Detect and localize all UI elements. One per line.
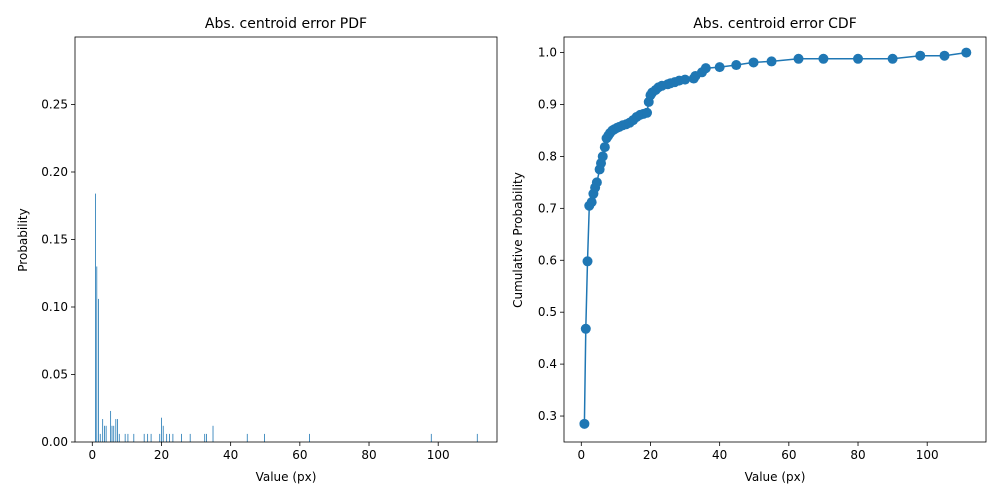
- pdf-bar: [95, 193, 96, 442]
- cdf-y-tick-label: 1.0: [538, 46, 557, 60]
- pdf-bar: [212, 425, 214, 442]
- cdf-y-label: Cumulative Probability: [511, 172, 525, 308]
- cdf-axes-frame: [563, 36, 987, 443]
- cdf-point: [579, 418, 590, 429]
- pdf-x-label: Value (px): [256, 470, 317, 484]
- pdf-bar: [147, 433, 149, 442]
- pdf-y-tick-label: 0.10: [41, 300, 68, 314]
- pdf-bar: [246, 433, 248, 442]
- pdf-bar: [113, 425, 115, 442]
- pdf-bar: [102, 419, 104, 442]
- pdf-y-tick-label: 0.15: [41, 233, 68, 247]
- pdf-bar: [99, 433, 101, 442]
- cdf-point: [597, 151, 608, 162]
- pdf-bar: [430, 433, 432, 442]
- pdf-bar: [204, 433, 206, 442]
- cdf-point: [680, 74, 691, 85]
- pdf-bar: [127, 433, 129, 442]
- pdf-panel: Abs. centroid error PDF 0 20 40 60 80 100 0.0…: [16, 16, 498, 484]
- cdf-point: [939, 50, 950, 61]
- pdf-bar: [172, 433, 174, 442]
- pdf-title: Abs. centroid error PDF: [205, 16, 367, 32]
- cdf-x-label: Value (px): [745, 470, 806, 484]
- cdf-point: [853, 53, 864, 64]
- pdf-bar: [104, 425, 105, 442]
- pdf-x-tick-label: 20: [154, 448, 169, 462]
- pdf-x-tick-label: 80: [361, 448, 376, 462]
- pdf-bar: [189, 433, 191, 442]
- pdf-bar: [161, 417, 162, 442]
- cdf-series: [579, 47, 972, 429]
- cdf-x-tick-label: 40: [712, 448, 727, 462]
- pdf-bar: [476, 433, 478, 442]
- cdf-point: [887, 53, 898, 64]
- pdf-y-ticks: 0.00 0.05 0.10 0.15 0.20 0.25: [41, 98, 75, 449]
- cdf-point: [586, 197, 597, 208]
- cdf-point: [731, 60, 742, 71]
- cdf-point: [642, 107, 653, 118]
- pdf-bar: [115, 419, 117, 442]
- pdf-bar: [166, 433, 168, 442]
- pdf-bar: [309, 433, 310, 442]
- cdf-x-tick-label: 100: [916, 448, 939, 462]
- pdf-bar: [169, 433, 170, 442]
- pdf-bar: [206, 433, 207, 442]
- cdf-y-tick-label: 0.8: [538, 149, 557, 163]
- pdf-bar: [98, 298, 99, 442]
- cdf-x-tick-label: 20: [643, 448, 658, 462]
- pdf-bar: [111, 425, 113, 442]
- cdf-panel: Abs. centroid error CDF 0 20 40 60 80 100 0.3…: [511, 16, 987, 484]
- cdf-y-tick-label: 0.4: [538, 357, 557, 371]
- cdf-point: [580, 323, 591, 334]
- cdf-point: [582, 256, 593, 267]
- pdf-x-ticks: 0 20 40 60 80 100: [88, 442, 450, 462]
- pdf-x-tick-label: 40: [223, 448, 238, 462]
- cdf-point: [915, 50, 926, 61]
- cdf-point: [818, 53, 829, 64]
- pdf-bar: [150, 433, 152, 442]
- pdf-bar: [133, 433, 135, 442]
- cdf-point: [961, 47, 972, 58]
- pdf-bar: [124, 433, 126, 442]
- pdf-bar: [105, 425, 107, 442]
- cdf-x-tick-label: 80: [850, 448, 865, 462]
- pdf-bar: [118, 433, 120, 442]
- cdf-y-tick-label: 0.6: [538, 253, 557, 267]
- pdf-bar: [181, 433, 182, 442]
- cdf-y-tick-label: 0.5: [538, 305, 557, 319]
- pdf-bar: [143, 433, 145, 442]
- pdf-bar: [117, 419, 118, 442]
- pdf-y-label: Probability: [16, 208, 30, 271]
- pdf-y-tick-label: 0.20: [41, 165, 68, 179]
- cdf-x-tick-label: 0: [577, 448, 585, 462]
- cdf-point: [700, 63, 711, 74]
- cdf-point: [599, 142, 610, 153]
- cdf-title: Abs. centroid error CDF: [693, 16, 857, 32]
- pdf-x-tick-label: 0: [88, 448, 96, 462]
- cdf-point: [714, 62, 725, 73]
- pdf-x-tick-label: 60: [292, 448, 307, 462]
- pdf-y-tick-label: 0.00: [41, 435, 68, 449]
- pdf-y-tick-label: 0.25: [41, 98, 68, 112]
- pdf-bar: [96, 266, 98, 442]
- cdf-y-tick-label: 0.7: [538, 201, 557, 215]
- pdf-bar: [264, 433, 265, 442]
- cdf-y-tick-label: 0.9: [538, 98, 557, 112]
- cdf-point: [766, 56, 777, 67]
- pdf-bar: [159, 433, 161, 442]
- pdf-bars: [95, 193, 478, 442]
- pdf-bar: [110, 410, 112, 442]
- cdf-y-tick-label: 0.3: [538, 409, 557, 423]
- cdf-point: [748, 57, 759, 68]
- pdf-x-tick-label: 100: [427, 448, 450, 462]
- cdf-point: [591, 177, 602, 188]
- cdf-y-ticks: 0.3 0.4 0.5 0.6 0.7 0.8 0.9 1.0: [538, 46, 564, 423]
- cdf-x-ticks: 0 20 40 60 80 100: [577, 442, 939, 462]
- pdf-y-tick-label: 0.05: [41, 368, 68, 382]
- cdf-point: [793, 53, 804, 64]
- pdf-bar: [162, 425, 164, 442]
- cdf-x-tick-label: 60: [781, 448, 796, 462]
